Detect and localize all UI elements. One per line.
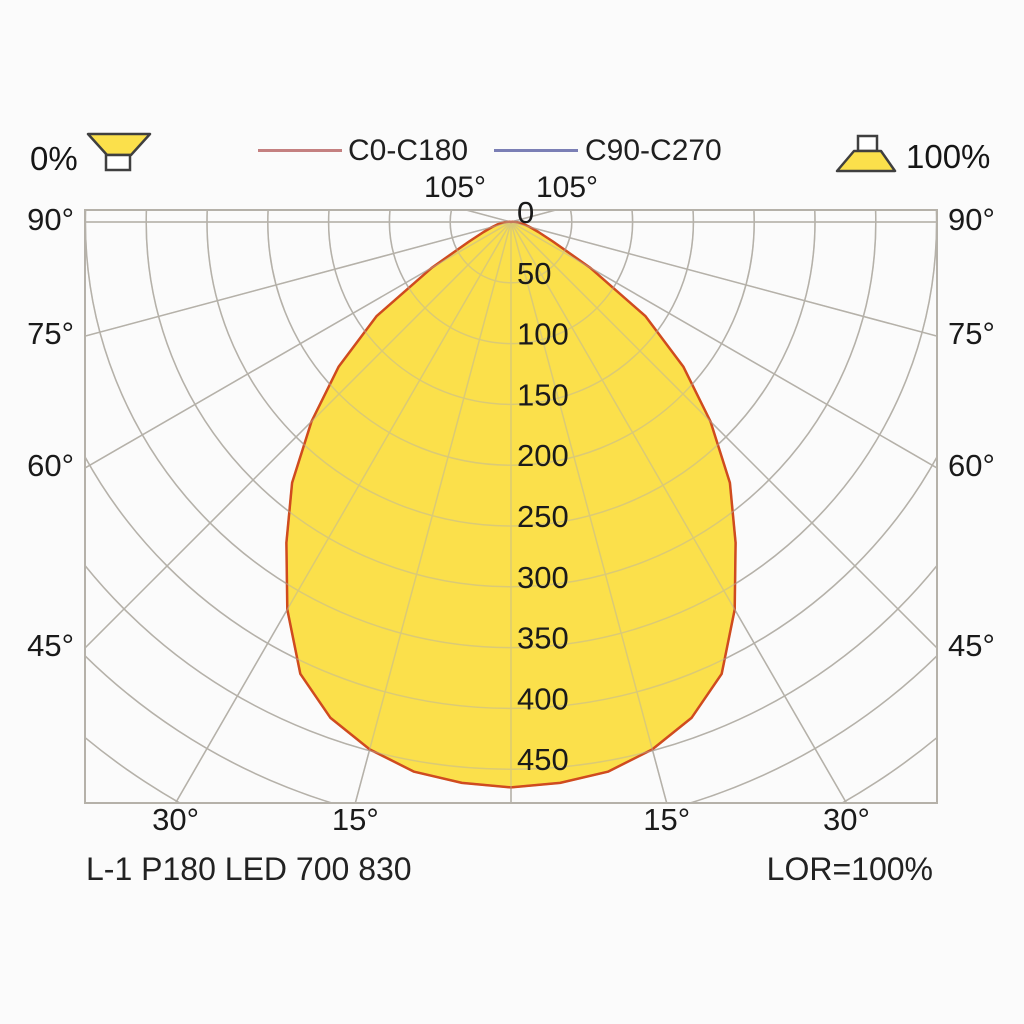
downward-light-percentage: 100% xyxy=(906,138,991,175)
axis-labels: 0 50 100 150 200 250 300 350 400 450 90° 90° 75° 75° 6… xyxy=(27,171,995,837)
angle-label-left: 60° xyxy=(27,448,74,483)
ring-label: 0 xyxy=(517,195,534,230)
angle-label-bottom: 15° xyxy=(643,802,690,837)
ring-label: 450 xyxy=(517,742,569,777)
legend-label-c0-c180: C0-C180 xyxy=(348,134,469,167)
angle-label-left: 75° xyxy=(27,316,74,351)
plot-border xyxy=(84,209,938,804)
angle-label-top: 105° xyxy=(536,171,598,204)
ring-label: 200 xyxy=(517,438,569,473)
upward-light-percentage: 0% xyxy=(30,140,78,177)
angle-label-top: 105° xyxy=(424,171,486,204)
luminaire-name: L-1 P180 LED 700 830 xyxy=(86,851,412,887)
ring-label: 350 xyxy=(517,621,569,656)
legend-line-c90-c270 xyxy=(494,149,578,152)
ring-label: 300 xyxy=(517,560,569,595)
legend-label-c90-c270: C90-C270 xyxy=(585,134,722,167)
ring-label: 100 xyxy=(517,317,569,352)
curve-c0-c180 xyxy=(285,220,737,789)
distribution-fill xyxy=(286,221,736,788)
legend-line-c0-c180 xyxy=(258,149,342,152)
ring-label: 50 xyxy=(517,256,551,291)
angle-label-right: 90° xyxy=(948,202,995,237)
ring-label: 400 xyxy=(517,681,569,716)
angle-label-right: 45° xyxy=(948,628,995,663)
angle-label-left: 45° xyxy=(27,628,74,663)
upward-light-icon xyxy=(86,132,152,172)
light-output-ratio: LOR=100% xyxy=(766,851,933,887)
luminaire-body xyxy=(104,153,132,172)
angle-label-right: 60° xyxy=(948,448,995,483)
angle-label-bottom: 15° xyxy=(332,802,379,837)
angle-label-bottom: 30° xyxy=(823,802,870,837)
ring-label: 250 xyxy=(517,499,569,534)
angle-label-left: 90° xyxy=(27,202,74,237)
down-beam-shape xyxy=(835,149,897,173)
downward-light-icon xyxy=(835,134,897,173)
angle-label-right: 75° xyxy=(948,316,995,351)
angle-label-bottom: 30° xyxy=(152,802,199,837)
ring-label: 150 xyxy=(517,377,569,412)
